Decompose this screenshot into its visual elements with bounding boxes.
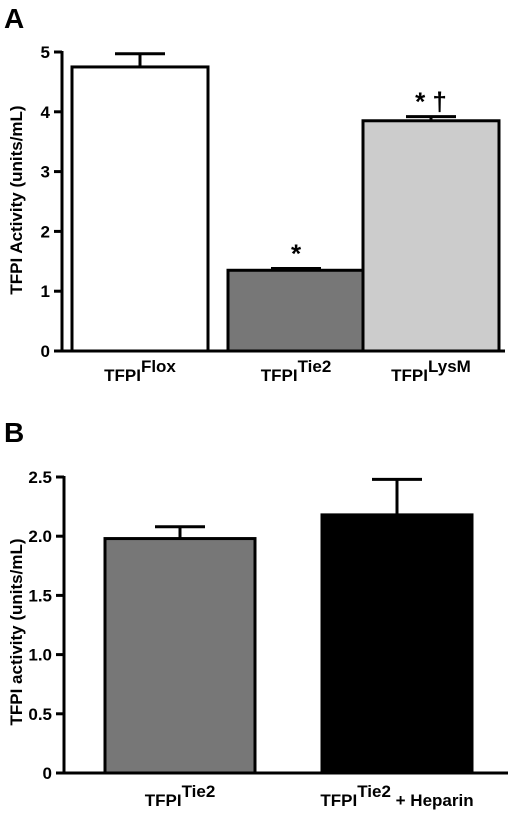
significance-marker: * † (415, 87, 447, 117)
y-tick-label: 4 (41, 103, 51, 122)
panel-a-bars (70, 65, 501, 353)
panel-a-y-ticks: 0 1 2 3 4 5 (41, 43, 62, 361)
panel-b: B 0 0.5 1.0 1.5 2.0 2.5 TFPITie2 TFPITie2 + He… (4, 417, 508, 810)
category-label: TFPIFlox (104, 357, 176, 385)
category-label: TFPILysM (391, 357, 471, 385)
y-tick-label: 0.5 (28, 705, 52, 724)
y-tick-label: 1.0 (28, 646, 52, 665)
y-tick-label: 0 (41, 342, 50, 361)
panel-b-bars (103, 513, 474, 775)
significance-marker: * (291, 238, 302, 268)
panel-b-y-ticks: 0 0.5 1.0 1.5 2.0 2.5 (28, 468, 64, 783)
panel-a-y-axis-label: TFPI Activity (units/mL) (7, 105, 26, 294)
panel-b-y-axis-label: TFPI activity (units/mL) (7, 538, 26, 725)
category-label: TFPITie2 (261, 357, 332, 385)
panel-b-category-labels: TFPITie2 TFPITie2 + Heparin (145, 782, 474, 810)
panel-a-letter: A (4, 3, 24, 34)
panel-a-error-bars (115, 52, 456, 271)
panel-a-annotations: * * † (291, 87, 447, 269)
y-tick-label: 2.0 (28, 527, 52, 546)
bar (320, 513, 474, 775)
panel-b-error-bars (155, 477, 422, 539)
bar (361, 119, 501, 353)
category-label: TFPITie2 + Heparin (320, 782, 473, 810)
category-label: TFPITie2 (145, 782, 216, 810)
bar (70, 65, 210, 353)
y-tick-label: 3 (41, 163, 50, 182)
y-tick-label: 0 (43, 764, 52, 783)
y-tick-label: 2.5 (28, 468, 52, 487)
panel-b-letter: B (4, 417, 24, 448)
bar (226, 268, 366, 353)
y-tick-label: 1.5 (28, 586, 52, 605)
panel-a-category-labels: TFPIFlox TFPITie2 TFPILysM (104, 357, 471, 385)
y-tick-label: 5 (41, 43, 50, 62)
bar (103, 537, 257, 775)
y-tick-label: 2 (41, 222, 50, 241)
panel-a: A 0 1 2 3 4 5 * * † TFPIFlox TFPITie2 TFPILysM T… (4, 3, 505, 385)
y-tick-label: 1 (41, 282, 50, 301)
